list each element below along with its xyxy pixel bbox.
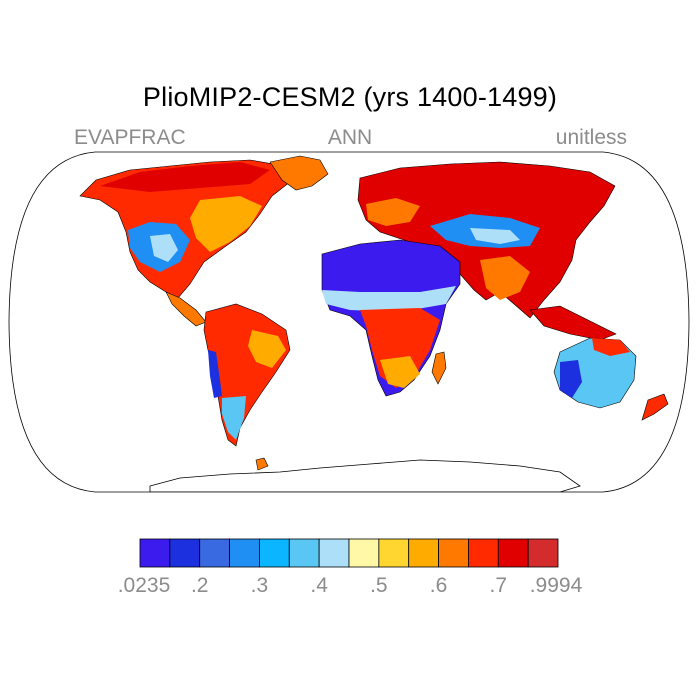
- australia-north: [592, 338, 630, 356]
- central-america: [165, 291, 207, 327]
- units-label: unitless: [555, 126, 627, 149]
- colorbar-swatch: [259, 538, 290, 568]
- colorbar-swatch: [348, 538, 380, 568]
- madagascar: [431, 351, 447, 385]
- north-america-north: [100, 162, 270, 192]
- colorbar-tick-label: .3: [250, 574, 269, 597]
- colorbar-tick-label: .0235: [117, 574, 171, 597]
- colorbar-tick-label: .9994: [529, 574, 583, 597]
- colorbar-swatch: [199, 538, 230, 568]
- central-asia-light: [470, 228, 520, 244]
- colorbar-swatch: [229, 538, 260, 568]
- south-america-west-coast: [208, 350, 222, 398]
- colorbar-tick-label: .2: [190, 574, 209, 597]
- land-fields: [79, 155, 669, 492]
- globe-outline: [8, 151, 690, 493]
- southern-africa: [380, 356, 420, 388]
- greenland: [269, 155, 329, 191]
- colorbar-tick-label: .7: [489, 574, 508, 597]
- sahel-band: [322, 286, 456, 312]
- australia-west: [560, 360, 582, 398]
- colorbar-swatch: [527, 538, 559, 568]
- colorbar-swatch: [169, 538, 201, 568]
- north-america-east: [190, 196, 262, 252]
- eurasia-west: [366, 198, 420, 226]
- north-america: [79, 159, 291, 299]
- colorbar-swatch: [288, 538, 320, 568]
- central-africa: [360, 308, 440, 388]
- colorbar-tick-label: .4: [310, 574, 328, 597]
- antarctica-outline: [149, 459, 581, 492]
- colorbar-swatch: [438, 538, 469, 568]
- north-america-west: [150, 234, 178, 262]
- colorbar-swatch: [378, 538, 410, 568]
- south-america-east: [248, 330, 286, 368]
- colorbar-swatch: [468, 538, 499, 568]
- variable-label: EVAPFRAC: [74, 126, 186, 149]
- season-label: ANN: [327, 126, 373, 149]
- map-title: PlioMIP2-CESM2 (yrs 1400-1499): [142, 82, 558, 112]
- colorbar-swatch: [408, 538, 439, 568]
- colorbar-tick-label: .5: [370, 574, 388, 597]
- south-america-south: [222, 396, 246, 440]
- colorbar-swatch: [139, 538, 171, 568]
- colorbar-swatch: [497, 538, 529, 568]
- south-asia: [480, 256, 530, 300]
- colorbar-tick-label: .6: [429, 574, 448, 597]
- colorbar-swatch: [318, 538, 350, 568]
- antarctic-peninsula: [255, 457, 269, 471]
- maritime-continent: [529, 305, 617, 341]
- new-zealand: [641, 393, 669, 421]
